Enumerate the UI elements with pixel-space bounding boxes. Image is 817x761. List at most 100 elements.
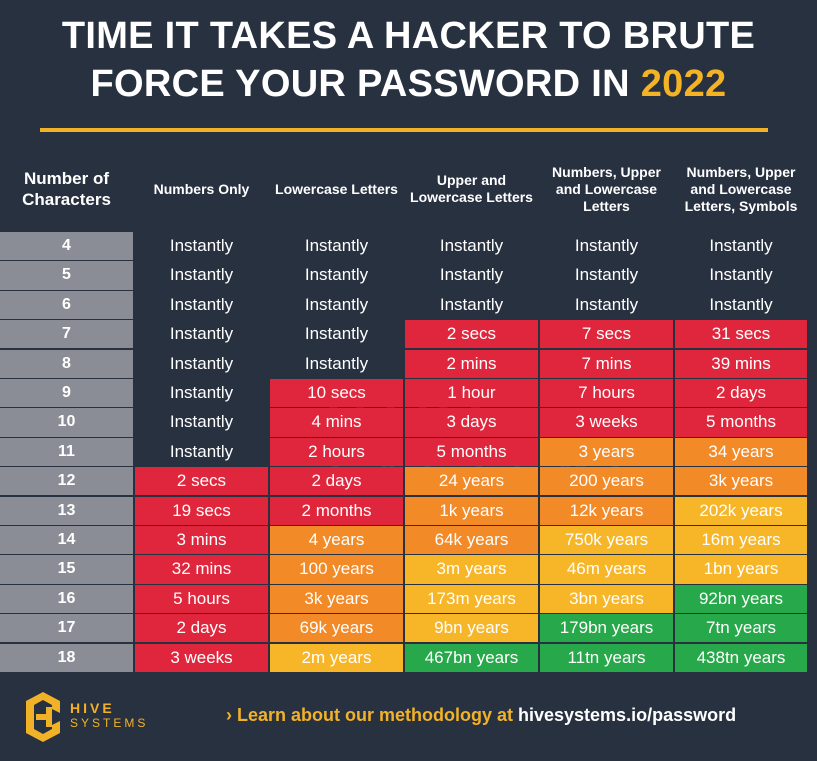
row-label-10: 10 <box>0 408 133 437</box>
table-cell: 10 secs <box>270 379 403 408</box>
table-cell: Instantly <box>304 236 369 256</box>
table-cell: Instantly <box>169 383 234 403</box>
table-cell: 24 years <box>405 467 538 496</box>
row-label-17: 17 <box>0 614 133 643</box>
table-cell: Instantly <box>709 236 773 256</box>
table-cell: Instantly <box>304 294 369 314</box>
table-cell: 5 months <box>675 408 807 437</box>
table-cell: 4 years <box>270 526 403 555</box>
table-cell: Instantly <box>304 324 369 344</box>
row-label-7: 7 <box>0 320 133 349</box>
table-cell: 3 weeks <box>135 643 268 672</box>
table-cell: 179bn years <box>540 614 673 643</box>
table-cell: 750k years <box>540 526 673 555</box>
table-cell: 7 secs <box>540 320 673 349</box>
row-label-15: 15 <box>0 555 133 584</box>
table-cell: 32 mins <box>135 555 268 584</box>
table-cell: 7 hours <box>540 379 673 408</box>
table-cell: 2 days <box>270 467 403 496</box>
table-cell: 12k years <box>540 496 673 525</box>
column-header-3: Upper and Lowercase Letters <box>410 172 533 205</box>
table-cell: 39 mins <box>675 349 807 378</box>
table-cell: 7 mins <box>540 349 673 378</box>
table-cell: 19 secs <box>135 496 268 525</box>
title-prefix: FORCE YOUR PASSWORD IN <box>90 63 641 105</box>
table-cell: 92bn years <box>675 584 807 613</box>
table-cell: 16m years <box>675 526 807 555</box>
logo-text-hive: HIVE <box>70 700 115 716</box>
table-cell: 5 hours <box>135 584 268 613</box>
table-cell: Instantly <box>169 265 234 285</box>
table-cell: 5 months <box>405 437 538 466</box>
table-cell: 3 mins <box>135 526 268 555</box>
table-cell: 1k years <box>405 496 538 525</box>
table-cell: Instantly <box>439 294 504 314</box>
row-label-11: 11 <box>0 437 133 466</box>
title-year: 2022 <box>640 63 727 105</box>
table-cell: Instantly <box>169 353 234 373</box>
row-label-9: 9 <box>0 379 133 408</box>
table-cell: 467bn years <box>405 643 538 672</box>
table-cell: 3m years <box>405 555 538 584</box>
table-cell: Instantly <box>169 412 234 432</box>
table-cell: 3k years <box>270 584 403 613</box>
table-cell: 1 hour <box>405 379 538 408</box>
table-cell: 100 years <box>270 555 403 584</box>
row-label-8: 8 <box>0 349 133 378</box>
table-cell: 438tn years <box>675 643 807 672</box>
table-cell: 3k years <box>675 467 807 496</box>
row-label-12: 12 <box>0 467 133 496</box>
table-cell: 31 secs <box>675 320 807 349</box>
table-cell: Instantly <box>304 265 369 285</box>
methodology-url[interactable]: hivesystems.io/password <box>518 705 737 725</box>
table-cell: 11tn years <box>540 643 673 672</box>
table-cell: 2 months <box>270 496 403 525</box>
table-cell: 3 days <box>405 408 538 437</box>
title-line-2: FORCE YOUR PASSWORD IN 2022 <box>0 60 817 108</box>
table-cell: 69k years <box>270 614 403 643</box>
logo-text-systems: SYSTEMS <box>70 716 149 730</box>
table-cell: 9bn years <box>405 614 538 643</box>
table-cell: Instantly <box>169 441 234 461</box>
table-cell: 34 years <box>675 437 807 466</box>
hive-logo-icon <box>26 692 60 742</box>
table-cell: Instantly <box>574 265 639 285</box>
table-cell: 64k years <box>405 526 538 555</box>
row-label-16: 16 <box>0 584 133 613</box>
row-label-13: 13 <box>0 496 133 525</box>
table-cell: 200 years <box>540 467 673 496</box>
table-cell: 173m years <box>405 584 538 613</box>
column-header-5: Numbers, Upper and Lowercase Letters, Sy… <box>684 163 798 214</box>
title-underline <box>40 128 768 132</box>
row-label-6: 6 <box>0 290 133 319</box>
table-cell: 2 days <box>135 614 268 643</box>
table-cell: Instantly <box>574 294 639 314</box>
table-cell: 2m years <box>270 643 403 672</box>
table-cell: Instantly <box>304 353 369 373</box>
title-line-1: TIME IT TAKES A HACKER TO BRUTE <box>61 15 756 57</box>
hive-systems-logo: HIVE SYSTEMS <box>22 690 162 744</box>
table-cell: 3bn years <box>540 584 673 613</box>
table-cell: Instantly <box>169 236 234 256</box>
table-cell: 2 mins <box>405 349 538 378</box>
column-header-2: Lowercase Letters <box>275 180 398 197</box>
table-cell: 4 mins <box>270 408 403 437</box>
table-cell: 2 secs <box>135 467 268 496</box>
table-cell: 202k years <box>675 496 807 525</box>
column-header-characters: Number of Characters <box>22 169 111 209</box>
row-label-14: 14 <box>0 526 133 555</box>
table-cell: Instantly <box>439 265 504 285</box>
column-header-4: Numbers, Upper and Lowercase Letters <box>552 163 661 214</box>
table-cell: 3 years <box>540 437 673 466</box>
table-cell: Instantly <box>709 265 773 285</box>
column-header-1: Numbers Only <box>153 180 250 197</box>
table-cell: Instantly <box>169 294 234 314</box>
table-cell: 1bn years <box>675 555 807 584</box>
table-cell: 7tn years <box>675 614 807 643</box>
methodology-link[interactable]: › Learn about our methodology at hivesys… <box>226 705 736 726</box>
row-label-18: 18 <box>0 643 133 672</box>
table-cell: 2 secs <box>405 320 538 349</box>
table-cell: Instantly <box>169 324 234 344</box>
row-label-5: 5 <box>0 261 133 290</box>
table-cell: 2 hours <box>270 437 403 466</box>
